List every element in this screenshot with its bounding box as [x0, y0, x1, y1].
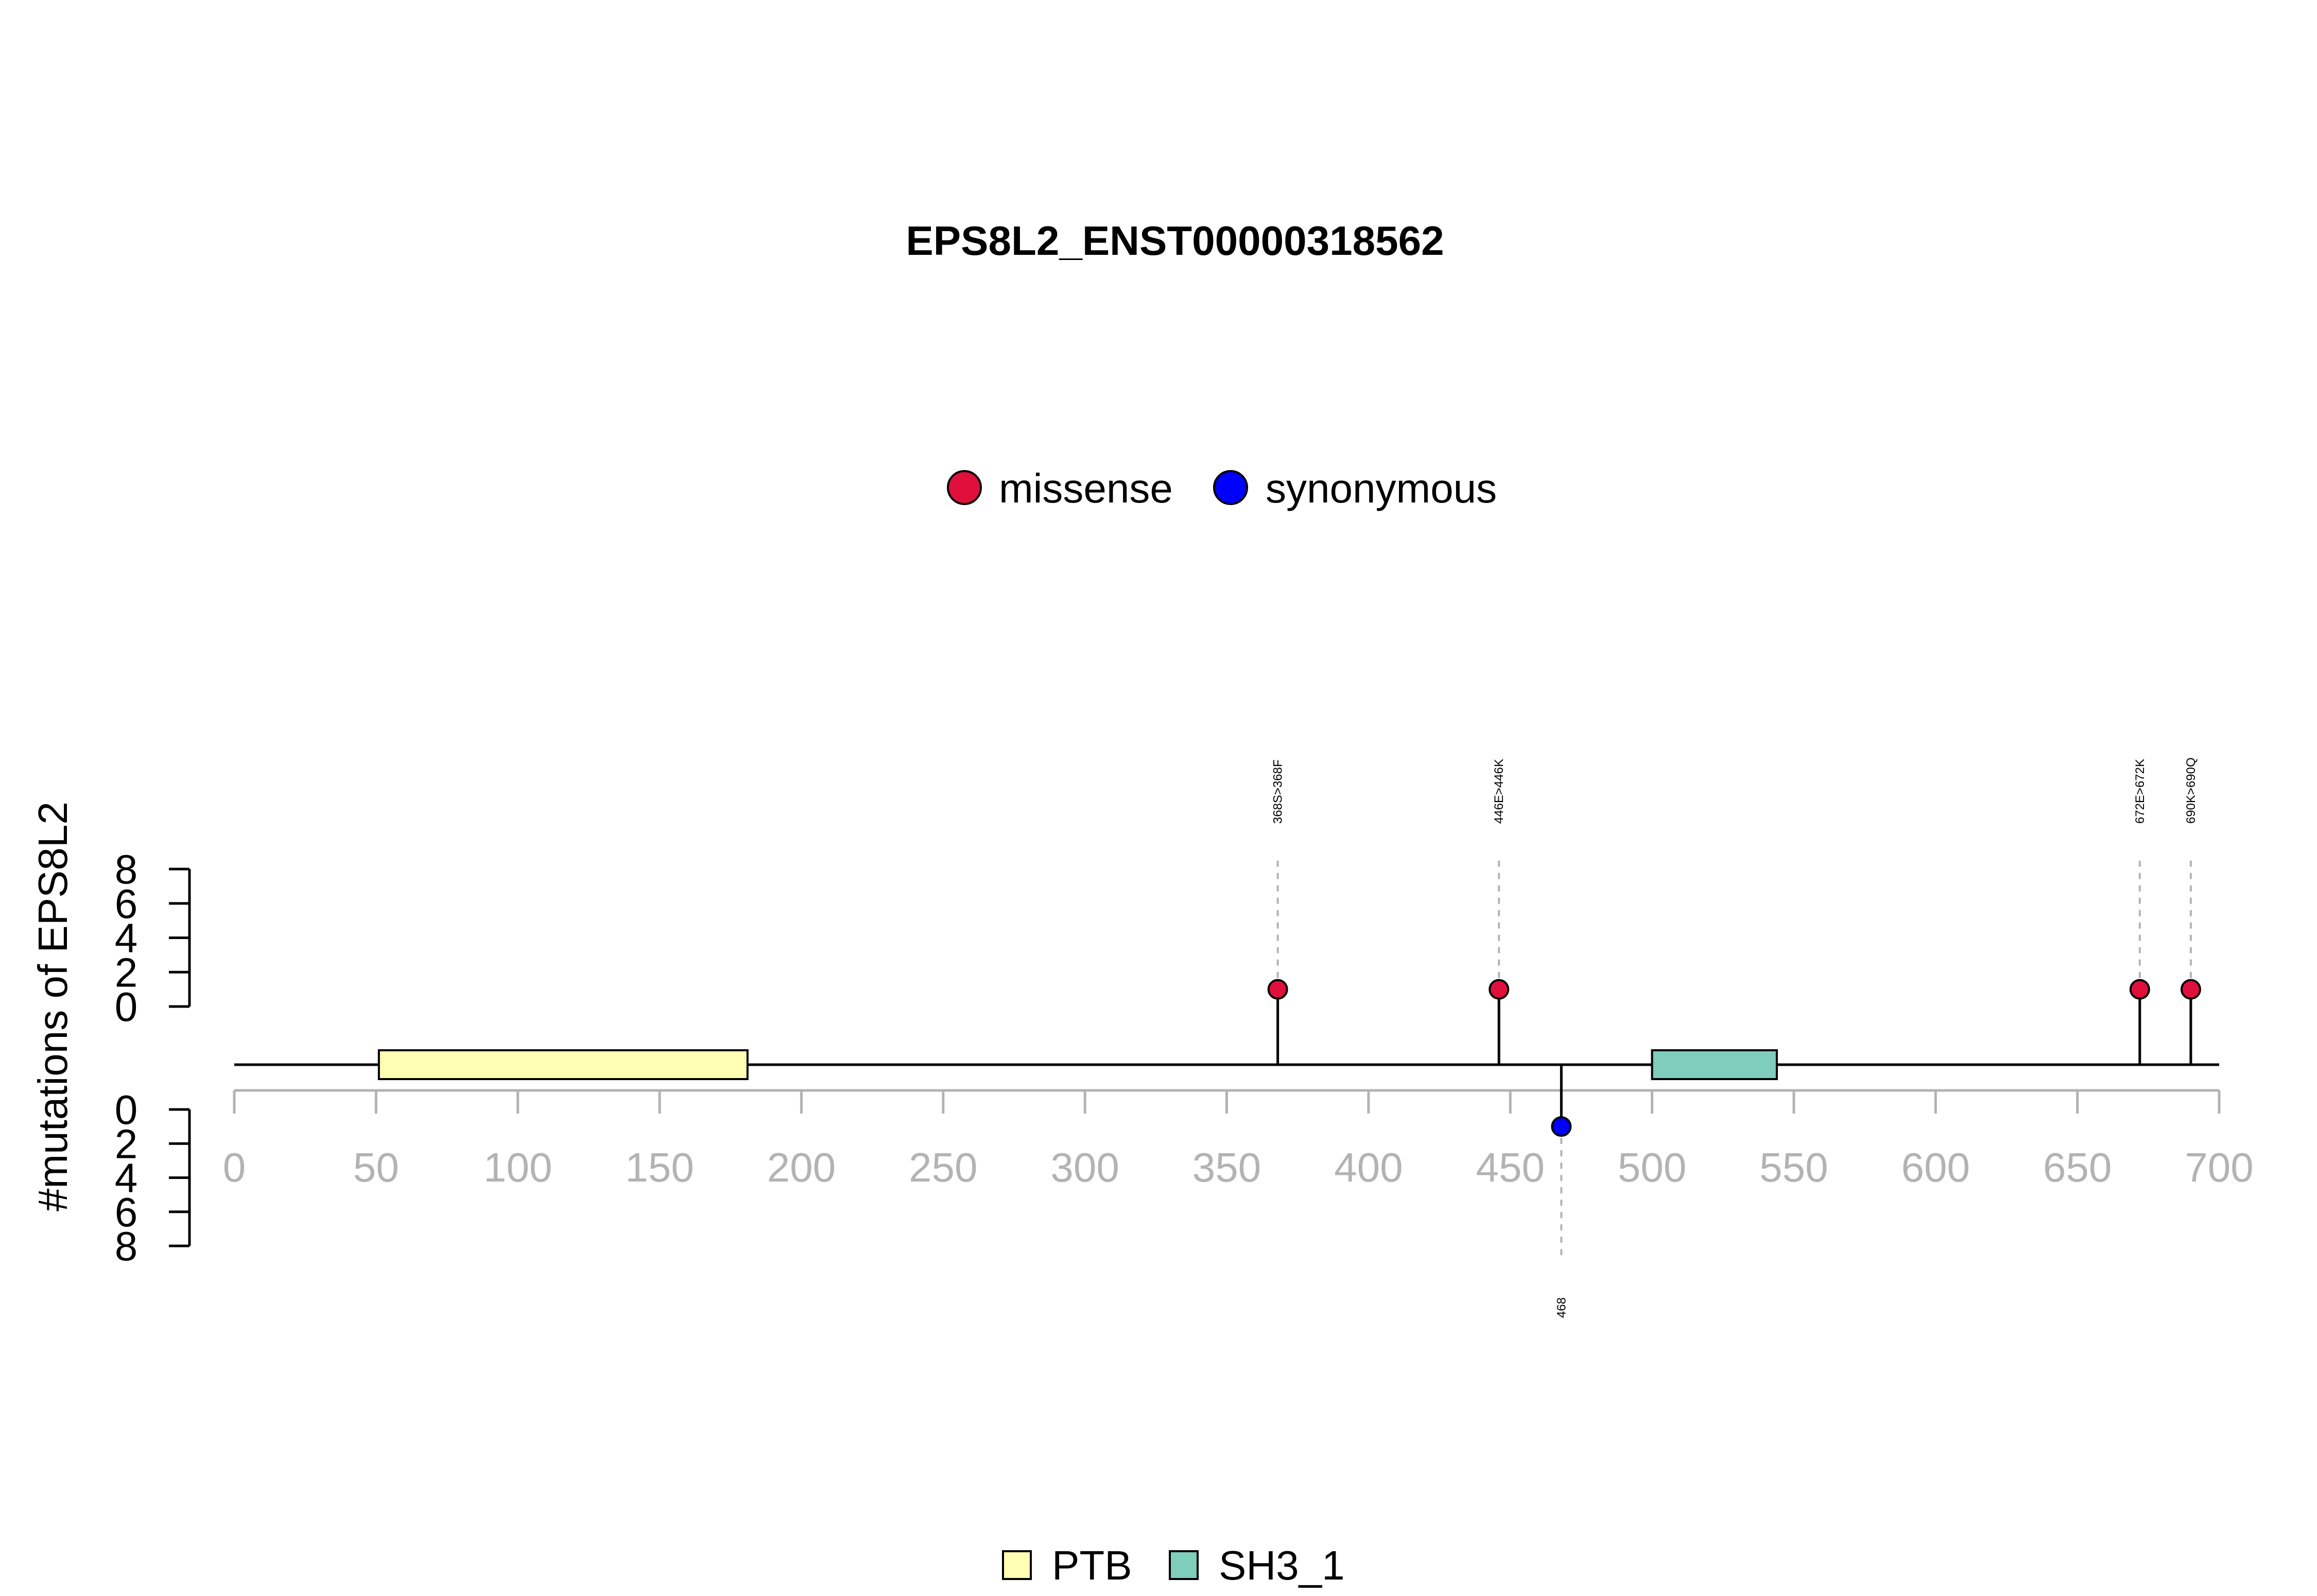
x-tick-label: 0 — [223, 1144, 246, 1190]
x-tick-label: 400 — [1334, 1144, 1403, 1190]
y-tick-label: 8 — [115, 846, 138, 892]
mutation-point — [1489, 979, 1510, 1000]
protein-domains — [377, 1049, 1778, 1080]
x-tick-label: 150 — [625, 1144, 694, 1190]
mutation-label: 368S>368F — [1271, 759, 1285, 824]
y-tick-label: 2 — [115, 949, 138, 995]
x-tick-label: 300 — [1050, 1144, 1119, 1190]
domain-legend: PTB SH3_1 — [1002, 1542, 1345, 1588]
missense-legend-marker — [947, 470, 982, 505]
mutation-label: 468 — [1554, 1297, 1568, 1318]
missense-legend-label: missense — [999, 465, 1173, 511]
x-tick-label: 250 — [909, 1144, 977, 1190]
mutation-point — [1267, 979, 1288, 1000]
synonymous-legend-label: synonymous — [1266, 465, 1497, 511]
y-tick-label: 2 — [115, 1121, 138, 1167]
y-tick-label: 8 — [115, 1223, 138, 1269]
synonymous-legend-marker — [1213, 470, 1248, 505]
y-tick-label: 4 — [115, 915, 138, 961]
domain-sh3-1 — [1651, 1049, 1778, 1080]
y-tick-label: 6 — [115, 1189, 138, 1235]
mutation-point — [1551, 1116, 1572, 1137]
mutation-lollipops: 368S>368F 446E>446K 672E>672K 690K>690Q 468 — [1267, 757, 2201, 1318]
y-tick-label: 4 — [115, 1155, 138, 1201]
x-tick-label: 550 — [1759, 1144, 1828, 1190]
mutation-label: 672E>672K — [2133, 759, 2147, 824]
x-tick-label: 50 — [353, 1144, 399, 1190]
x-tick-label: 700 — [2185, 1144, 2253, 1190]
mutation-point — [2180, 979, 2201, 1000]
y-axis-label: #mutations of EPS8L2 — [30, 802, 76, 1211]
y-tick-label: 0 — [115, 1087, 138, 1133]
mutation-point — [2129, 979, 2150, 1000]
chart-title: EPS8L2_ENST00000318562 — [906, 218, 1444, 264]
x-tick-label: 450 — [1476, 1144, 1544, 1190]
ptb-legend-label: PTB — [1052, 1542, 1132, 1588]
ptb-legend-swatch — [1002, 1550, 1032, 1580]
y-tick-label: 6 — [115, 881, 138, 927]
sh3-legend-swatch — [1169, 1550, 1199, 1580]
mutation-legend: missense synonymous — [947, 465, 1497, 511]
x-tick-label: 500 — [1618, 1144, 1686, 1190]
x-tick-label: 350 — [1192, 1144, 1261, 1190]
x-tick-label: 650 — [2043, 1144, 2112, 1190]
x-tick-label: 200 — [767, 1144, 836, 1190]
domain-ptb — [377, 1049, 749, 1080]
x-tick-label: 600 — [1901, 1144, 1970, 1190]
sh3-legend-label: SH3_1 — [1219, 1542, 1345, 1588]
mutation-label: 690K>690Q — [2184, 757, 2198, 824]
x-axis: 0 50 100 150 200 250 300 350 400 450 500 550 600 650 7… — [223, 1089, 2254, 1190]
y-tick-label: 0 — [115, 984, 138, 1030]
x-tick-label: 100 — [483, 1144, 552, 1190]
mutation-label: 446E>446K — [1492, 759, 1506, 824]
